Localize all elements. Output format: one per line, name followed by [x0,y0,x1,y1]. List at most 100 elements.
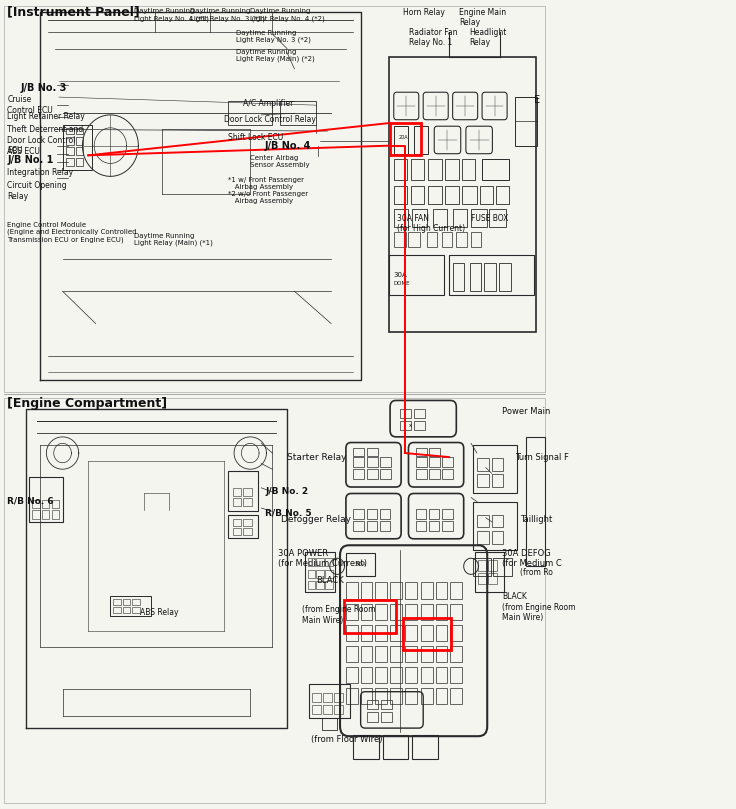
Bar [316,558,324,566]
Bar [456,232,467,247]
Bar [76,158,83,166]
Bar [433,209,447,227]
Text: [Instrument Panel]: [Instrument Panel] [7,6,140,19]
Bar [526,437,545,566]
Bar [421,604,433,620]
Bar [492,515,503,527]
Text: Turn Signal F: Turn Signal F [515,453,569,462]
Bar [442,232,452,247]
Bar [361,646,372,662]
Bar [334,693,343,702]
Bar [375,646,387,662]
Bar [499,263,511,291]
Text: 30A: 30A [394,272,408,278]
Bar [416,509,426,519]
Bar [76,147,83,155]
Bar [32,510,40,519]
Bar [477,458,489,471]
Bar [478,573,486,584]
Text: R/B No. 5: R/B No. 5 [265,508,311,517]
Bar [346,667,358,683]
Text: Theft Deterrent and
Door Lock Control
ECU: Theft Deterrent and Door Lock Control EC… [7,125,84,155]
Bar [361,604,372,620]
Bar [403,618,451,650]
Bar [484,263,496,291]
Bar [367,712,378,722]
Text: (from Ro: (from Ro [520,568,553,577]
Bar [76,128,83,134]
Bar [375,688,387,704]
Bar [405,604,417,620]
Bar [346,604,358,620]
Bar [308,558,315,566]
Bar [113,599,121,605]
Bar [477,515,489,527]
Bar [477,474,489,487]
Bar [482,159,509,180]
Bar [353,469,364,479]
Bar [353,448,364,456]
Text: BLACK
(from Engine Room
Main Wire): BLACK (from Engine Room Main Wire) [502,592,576,622]
Bar [346,582,358,599]
Text: Integration Relay: Integration Relay [7,168,74,177]
Bar [380,457,391,467]
Bar [394,232,406,247]
Bar [346,646,358,662]
Bar [412,209,427,227]
Bar [375,604,387,620]
Bar [411,186,424,204]
Bar [436,646,447,662]
Bar [515,97,537,146]
Bar [436,625,447,641]
Bar [429,448,440,456]
Bar [428,159,442,180]
Bar [445,159,459,180]
Bar [322,718,337,730]
Text: Engine Control Module
(Engine and Electronically Controlled
Transmission ECU or : Engine Control Module (Engine and Electr… [7,222,137,243]
Bar [436,582,447,599]
Bar [346,553,375,576]
Bar [344,600,396,633]
Bar [493,558,512,576]
Bar [346,625,358,641]
Bar [228,515,258,538]
Bar [52,510,59,519]
Bar [390,625,402,641]
Bar [394,209,408,227]
Bar [375,582,387,599]
Bar [42,500,49,508]
Text: Center Airbag
Sensor Assembly: Center Airbag Sensor Assembly [250,155,310,168]
Bar [416,457,427,467]
Bar [361,625,372,641]
Bar [450,582,462,599]
Bar [473,502,517,550]
Text: Circuit Opening
Relay: Circuit Opening Relay [7,181,67,201]
Bar [436,604,447,620]
Bar [429,509,439,519]
Bar [367,509,377,519]
Bar [367,448,378,456]
Bar [389,255,444,295]
Bar [462,159,475,180]
Bar [477,531,489,544]
Bar [383,735,408,759]
Bar [353,521,364,531]
Text: Light Retainer Relay: Light Retainer Relay [7,112,85,121]
Bar [492,531,503,544]
Bar [405,625,417,641]
Text: J/B No. 1: J/B No. 1 [7,155,54,165]
Bar [243,528,252,535]
Bar [305,552,335,592]
Bar [416,521,426,531]
Bar [309,684,350,718]
Bar [389,57,536,332]
Bar [353,509,364,519]
Bar [442,521,453,531]
Bar [412,735,438,759]
Bar [325,581,333,589]
Bar [390,582,402,599]
Text: Daytime Running
Light Relay No. 3 (*2): Daytime Running Light Relay No. 3 (*2) [236,30,311,44]
Bar [414,126,428,154]
Bar [123,599,130,605]
Bar [405,667,417,683]
